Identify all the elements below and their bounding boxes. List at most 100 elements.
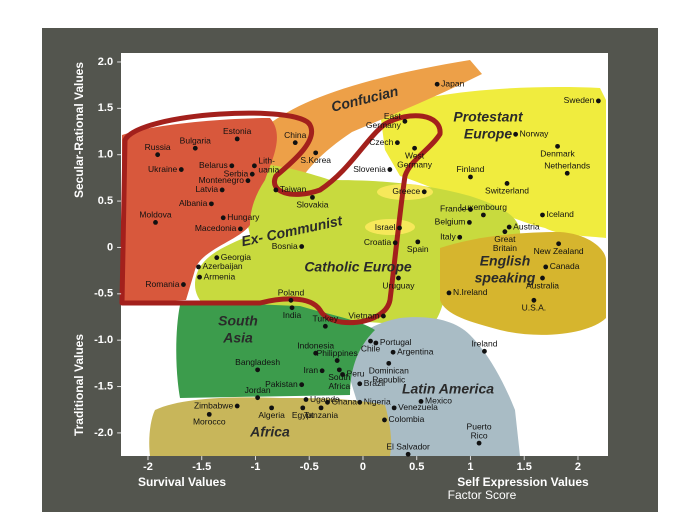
point-label: Taiwan [280, 184, 307, 194]
x-tick-label: -1.5 [192, 461, 211, 473]
region-label: Africa [249, 424, 290, 440]
point [382, 417, 387, 423]
point-label: Netherlands [544, 161, 590, 171]
point-label: Finland [457, 164, 485, 174]
region [195, 163, 521, 326]
point [234, 403, 240, 409]
point-label: Ireland [471, 339, 497, 349]
point-label: Uruguay [382, 280, 415, 290]
point-label: Portugal [380, 337, 412, 347]
point-label: Montenegro [199, 175, 245, 185]
y-tick-label: 1.0 [98, 149, 113, 161]
point [467, 220, 472, 225]
point [252, 163, 257, 169]
region-label: South [218, 313, 258, 329]
point-label: Australia [526, 280, 559, 290]
point-label: Latvia [195, 184, 218, 194]
point [368, 338, 373, 344]
point-label: Tanzania [304, 410, 338, 420]
x-tick-label: -1 [251, 461, 261, 473]
point [412, 145, 417, 151]
y-tick-label: -0.5 [94, 288, 113, 300]
point [457, 234, 463, 240]
point [238, 226, 243, 232]
point-label: Puerto [467, 421, 492, 431]
x-axis-note: Factor Score [448, 488, 517, 502]
point [390, 349, 396, 355]
y-tick-label: -2.0 [94, 427, 113, 439]
point-label: France [440, 204, 467, 214]
point [340, 372, 345, 377]
point-label: Lith- [258, 156, 275, 166]
y-tick-label: -1.0 [94, 334, 113, 346]
point-label: Japan [441, 78, 464, 88]
point-label: West [405, 150, 425, 160]
point [402, 118, 408, 124]
point [209, 201, 214, 207]
point-label: Georgia [221, 252, 252, 262]
point-label: Pakistan [265, 379, 298, 389]
point-label: Rico [471, 430, 488, 440]
point [381, 313, 386, 319]
point [181, 282, 186, 287]
point-label: Dominican [369, 366, 409, 376]
point-label: El Salvador [386, 441, 430, 451]
y-label-top: Secular-Rational Values [72, 62, 86, 198]
point [303, 397, 309, 402]
point-label: Chile [361, 343, 381, 353]
point [229, 163, 235, 169]
point-label: Iceland [547, 209, 575, 219]
point-label: Bangladesh [235, 357, 280, 367]
y-tick-label: -1.5 [94, 380, 113, 392]
point-label: Colombia [388, 414, 424, 424]
point [482, 348, 487, 354]
x-tick-label: 2 [575, 461, 581, 473]
point-label: Great [494, 234, 516, 244]
point [564, 170, 570, 176]
region-label: English [480, 253, 531, 269]
point [504, 181, 510, 186]
point [192, 145, 198, 151]
point-label: Uganda [310, 394, 340, 404]
point-label: Algeria [258, 410, 285, 420]
point-label: New Zealand [534, 246, 584, 256]
point [468, 207, 473, 212]
point [288, 297, 294, 303]
point [386, 360, 392, 366]
point [234, 136, 240, 142]
point-label: Estonia [223, 126, 252, 136]
point [300, 405, 306, 411]
point-label: Ukraine [148, 164, 178, 174]
region-label: Protestant [453, 109, 524, 125]
y-label-bottom: Traditional Values [72, 334, 86, 436]
point [446, 290, 452, 296]
point-label: East [384, 111, 402, 121]
point [373, 340, 379, 346]
point-label: Austria [513, 221, 540, 231]
x-tick-label: 1.5 [517, 461, 532, 473]
point-label: Macedonia [195, 223, 237, 233]
point-label: China [284, 130, 306, 140]
point-label: Indonesia [297, 340, 334, 350]
point [249, 171, 255, 177]
point-label: Argentina [397, 346, 434, 356]
x-tick-label: 0.5 [409, 461, 424, 473]
point [336, 367, 342, 373]
point [540, 275, 545, 281]
point [394, 140, 400, 146]
point [357, 381, 363, 387]
point [155, 152, 161, 158]
point [322, 323, 328, 329]
point-label: Moldova [139, 210, 171, 220]
point-label: Republic [372, 375, 406, 385]
point [255, 395, 261, 401]
point [289, 305, 295, 311]
point [214, 255, 220, 261]
point-label: Switzerland [485, 186, 529, 196]
point [596, 98, 601, 104]
point [391, 405, 397, 411]
point [334, 358, 340, 363]
point-label: Jordan [245, 385, 271, 395]
point-label: Albania [179, 198, 208, 208]
point-label: Norway [520, 129, 550, 139]
